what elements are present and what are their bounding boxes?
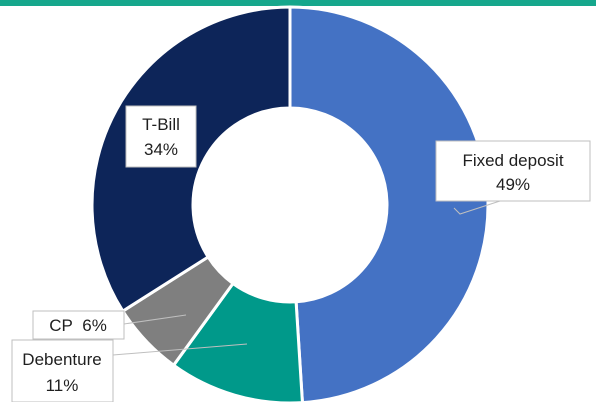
data-label-debenture: Debenture 11%	[11, 339, 248, 402]
leader-line-cp	[123, 314, 187, 325]
label-name-cp-text: CP	[49, 316, 72, 335]
label-value-fixed-deposit: 49%	[496, 175, 530, 194]
data-label-cp: CP 6%	[32, 310, 187, 340]
callout-box-fixed-deposit	[435, 140, 591, 202]
label-value-cp-text: 6%	[82, 316, 107, 335]
donut-slice-fixed-deposit	[288, 5, 490, 402]
callout-box-t-bill	[125, 105, 197, 168]
data-label-t-bill: T-Bill 34%	[125, 105, 197, 168]
label-name-debenture: Debenture	[22, 350, 101, 369]
label-name-t-bill: T-Bill	[142, 115, 180, 134]
data-label-fixed-deposit: Fixed deposit 49%	[435, 140, 591, 215]
leader-line-debenture	[112, 343, 248, 356]
callout-box-cp	[32, 310, 125, 340]
leader-line-fixed-deposit	[453, 200, 501, 215]
label-name-fixed-deposit: Fixed deposit	[462, 151, 563, 170]
top-accent-rule	[0, 0, 596, 6]
label-name-cp: CP 6%	[49, 316, 107, 335]
callout-box-debenture	[11, 339, 114, 402]
label-value-debenture: 11%	[46, 376, 79, 395]
label-value-t-bill: 34%	[144, 140, 178, 159]
donut-slices	[90, 5, 490, 402]
